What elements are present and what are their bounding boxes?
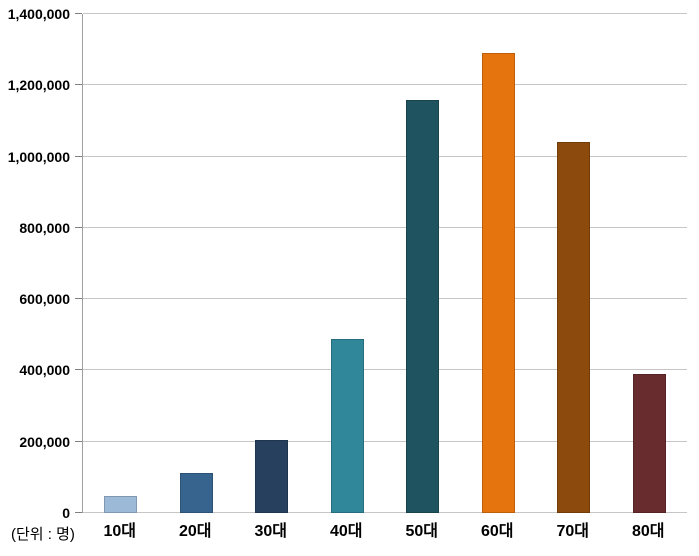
x-tick-label: 60대 <box>480 523 514 540</box>
y-tick-label: 0 <box>62 505 70 521</box>
y-tick-mark <box>75 226 82 228</box>
x-tick-label: 40대 <box>329 523 363 540</box>
bar <box>557 142 591 513</box>
unit-label: (단위 : 명) <box>11 526 75 543</box>
gridline <box>83 369 687 371</box>
y-tick-label: 200,000 <box>19 433 70 450</box>
x-tick-label: 30대 <box>254 523 288 540</box>
x-tick-label: 10대 <box>103 523 137 540</box>
bar <box>632 374 666 513</box>
x-tick-label: 80대 <box>631 523 665 540</box>
gridline <box>83 512 687 513</box>
y-tick-mark <box>75 369 82 371</box>
y-tick-mark <box>75 84 82 86</box>
plot-area <box>82 13 687 513</box>
y-tick-mark <box>75 512 82 513</box>
y-tick-label: 600,000 <box>19 291 70 308</box>
y-tick-mark <box>75 13 82 14</box>
bar <box>255 439 289 513</box>
x-tick-label: 50대 <box>405 523 439 540</box>
y-tick-label: 1,200,000 <box>7 77 70 94</box>
y-axis-labels: 0 200,000 400,000 600,000 800,000 1,000,000 1,… <box>0 7 70 520</box>
gridline <box>83 155 687 157</box>
y-axis-tick-marks <box>75 13 82 513</box>
bar <box>406 99 440 513</box>
gridline <box>83 84 687 86</box>
gridline <box>83 226 687 228</box>
bar <box>104 496 138 513</box>
gridline <box>83 13 687 14</box>
gridline <box>83 440 687 442</box>
y-tick-mark <box>75 440 82 442</box>
x-tick-label: 70대 <box>556 523 590 540</box>
bar <box>481 53 515 513</box>
bar <box>179 473 213 513</box>
x-axis-labels: 10대 20대 30대 40대 50대 60대 70대 80대 <box>82 517 686 540</box>
gridline <box>83 298 687 300</box>
y-tick-label: 400,000 <box>19 362 70 379</box>
y-tick-mark <box>75 155 82 157</box>
y-tick-label: 800,000 <box>19 219 70 236</box>
bar <box>330 339 364 513</box>
y-tick-label: 1,400,000 <box>7 6 70 22</box>
y-tick-mark <box>75 298 82 300</box>
y-tick-label: 1,000,000 <box>7 148 70 165</box>
x-tick-label: 20대 <box>178 523 212 540</box>
